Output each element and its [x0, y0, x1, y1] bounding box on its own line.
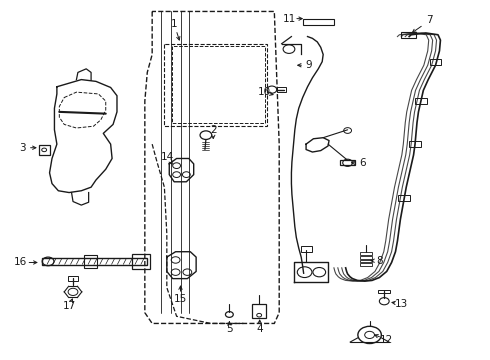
- Text: 16: 16: [14, 257, 27, 267]
- Text: 8: 8: [376, 256, 383, 266]
- Text: 12: 12: [380, 334, 393, 345]
- Bar: [360, 260, 372, 262]
- Bar: [252, 304, 266, 318]
- Text: 1: 1: [171, 19, 177, 29]
- Bar: [360, 252, 372, 255]
- Text: 11: 11: [282, 14, 295, 24]
- Text: 14: 14: [161, 152, 174, 162]
- Bar: [132, 254, 150, 269]
- Bar: [360, 263, 372, 266]
- Text: 17: 17: [63, 301, 76, 311]
- Bar: [277, 87, 286, 92]
- Bar: [68, 276, 78, 281]
- Bar: [301, 246, 312, 252]
- Text: 9: 9: [305, 60, 312, 70]
- Text: 6: 6: [359, 158, 366, 168]
- Text: 15: 15: [174, 294, 187, 304]
- Text: 3: 3: [20, 143, 26, 153]
- Bar: [42, 258, 147, 265]
- Bar: [398, 195, 410, 201]
- Bar: [401, 32, 416, 39]
- Text: 13: 13: [395, 299, 408, 309]
- Text: 7: 7: [426, 15, 433, 26]
- Bar: [84, 255, 98, 268]
- Bar: [39, 145, 49, 155]
- Bar: [303, 19, 334, 25]
- Bar: [430, 59, 441, 64]
- Text: 4: 4: [256, 324, 263, 334]
- Bar: [409, 141, 421, 147]
- Bar: [360, 256, 372, 259]
- Text: 2: 2: [210, 125, 217, 135]
- Text: 10: 10: [258, 87, 271, 97]
- Bar: [340, 160, 355, 165]
- Text: 5: 5: [226, 324, 233, 334]
- Bar: [415, 98, 427, 104]
- Bar: [378, 290, 390, 293]
